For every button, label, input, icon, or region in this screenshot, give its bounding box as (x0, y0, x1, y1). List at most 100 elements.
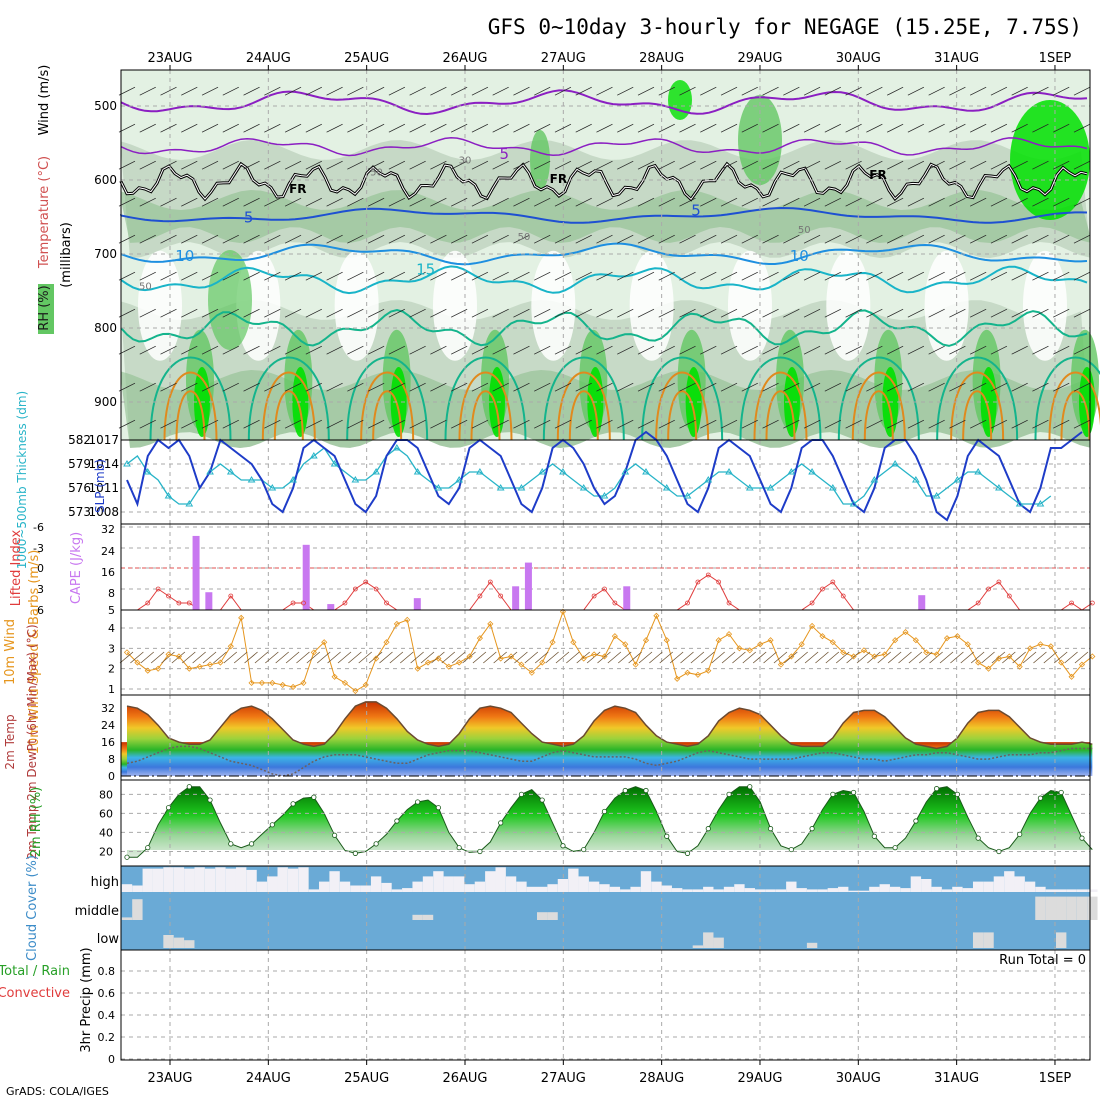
wind-barb-10m (628, 651, 642, 664)
wind-speed-point (819, 633, 826, 640)
cloud-cover-bar (765, 889, 776, 892)
wind-barb-10m (576, 651, 590, 664)
wind-barb (160, 123, 177, 133)
thickness-tick-label: 582 (68, 433, 91, 447)
wind-barb (886, 197, 904, 207)
wind-barb (1011, 271, 1028, 281)
wind-barb (243, 382, 260, 392)
wind-barb (1073, 419, 1091, 429)
cloud-cover-bar (505, 876, 517, 892)
wind-barb (741, 86, 758, 96)
wind-barb (181, 160, 198, 170)
wind-barb (803, 271, 821, 281)
wind-barb (118, 123, 136, 133)
rh2m-axis-label: 2m RH (%) (29, 787, 44, 858)
temperature-contour-minus5 (120, 89, 1088, 116)
cloud-cover-bar (671, 888, 683, 892)
wind-barb-10m (306, 651, 321, 664)
wind-speed-point (591, 651, 598, 658)
contour-label: 5 (244, 209, 254, 227)
wind-barb (762, 197, 779, 207)
wind-barb (347, 86, 364, 96)
wind-barb (658, 197, 675, 207)
cloud-cover-bar (744, 888, 755, 892)
wind-barb (409, 234, 426, 244)
wind-barb (471, 308, 489, 318)
wind-barb (492, 234, 509, 244)
wind-barb (990, 197, 1008, 207)
cloud-cover-bar (173, 937, 185, 948)
cloud-cover-bar (620, 889, 631, 892)
thickness-point (828, 484, 837, 491)
wind-barb (326, 308, 343, 318)
wind-barb (1073, 160, 1091, 170)
wind-barb (430, 382, 447, 392)
wind-barb (596, 197, 613, 207)
cloud-cover-bar (879, 884, 890, 892)
wind-speed-point (134, 659, 141, 666)
cloud-cover-bar (713, 937, 724, 948)
wind-barb-10m (669, 651, 684, 664)
wind-barb-10m (929, 651, 943, 664)
rh-dry-cell (138, 250, 182, 361)
wind-barb (762, 308, 779, 318)
wind-barb (367, 345, 385, 355)
wind-barb-10m (337, 651, 352, 664)
wind-speed-point (404, 616, 411, 623)
wind-speed-point (269, 679, 276, 686)
wind-barb (347, 345, 364, 355)
rh-point (311, 794, 317, 800)
wind-speed-point (1078, 661, 1086, 668)
wind-barb (990, 345, 1008, 355)
wind-barb (969, 234, 987, 244)
temperature-contour (273, 390, 304, 441)
rh-point (248, 841, 255, 847)
rh-area-fill (127, 786, 1093, 858)
wind-barb (617, 234, 634, 244)
wind-barb (1053, 234, 1070, 244)
wind-barb (513, 419, 530, 429)
rh-point (726, 791, 732, 797)
wind-speed-point (383, 639, 390, 646)
wind-barb (700, 123, 717, 133)
rh-point (290, 801, 296, 807)
cloud-cover-bar (692, 889, 704, 892)
temperature-contour (542, 356, 625, 441)
wind-barb (762, 271, 779, 281)
wind-barb (160, 419, 177, 429)
cape-bar (302, 544, 310, 610)
temperature-contour (851, 371, 906, 441)
wind-barb-10m (1033, 651, 1047, 664)
temperature-contour (175, 390, 206, 441)
wind-barb (928, 86, 945, 96)
wind-speed-point (435, 655, 442, 662)
cloud-cover-bar (806, 889, 818, 892)
rh-tick-label: 60 (99, 807, 113, 820)
contour-label: FR (550, 172, 567, 186)
cape-tick-label: 16 (101, 566, 115, 579)
wind-barb (326, 197, 343, 207)
cloud-cover-bar (1014, 876, 1025, 892)
wind-barb (160, 160, 177, 170)
cloud-cover-bar (350, 885, 361, 892)
cloud-cover-bar (786, 881, 797, 892)
wind-barb (658, 160, 675, 170)
cloud-cover-bar (869, 886, 880, 892)
wind-barb-10m (742, 651, 757, 664)
thickness-point (642, 468, 650, 475)
wind-barb (679, 86, 696, 96)
rh-point (186, 784, 192, 790)
rh-point (996, 848, 1002, 855)
wind-speed-point (445, 663, 452, 670)
wind-barb (492, 308, 509, 318)
cloud-cover-bar (1024, 881, 1036, 892)
wind-barb (534, 419, 551, 429)
wind-barb (471, 160, 489, 170)
rh-point (456, 845, 462, 851)
day-label-top: 27AUG (541, 51, 586, 66)
temp-axis-label-1: 2m Temp (3, 714, 17, 769)
wind-barb-10m (711, 651, 725, 664)
wind-barb (347, 234, 364, 244)
wind-barb-10m (410, 651, 424, 664)
cloud-cover-bar (225, 868, 236, 892)
